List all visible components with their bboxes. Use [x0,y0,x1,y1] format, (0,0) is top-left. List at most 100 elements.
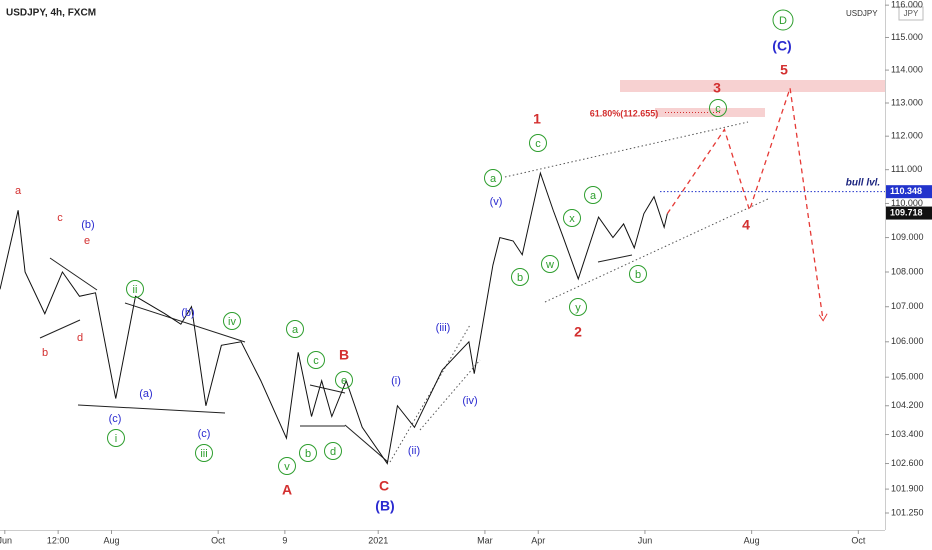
y-tick-label: 103.400 [891,429,924,439]
wave-label: b [305,448,311,460]
wave-circle [335,371,353,389]
wave-label: bull lvl. [846,178,880,189]
wave-label: 1 [533,111,541,127]
wave-label: (b) [181,307,194,319]
wave-circle [772,9,794,31]
wave-label: (a) [139,388,152,400]
wave-label: B [339,347,349,363]
price-label: 109.718 [890,207,923,217]
wave-circle [324,442,342,460]
y-tick-label: 110.000 [891,198,923,208]
wave-label: (iii) [436,322,451,334]
wave-label: c [715,103,721,115]
x-tick-label: Apr [531,535,545,545]
wave-circle [529,134,547,152]
wave-label: d [330,446,336,458]
wave-label: (C) [772,38,791,54]
wave-label: (c) [198,428,211,440]
y-tick-label: 114.000 [891,64,923,74]
wave-label: (iv) [462,395,477,407]
y-tick-label: 115.000 [891,32,923,42]
chart-title: USDJPY, 4h, FXCM [6,8,96,19]
y-tick-label: 116.000 [891,0,923,10]
wave-label: c [57,212,63,224]
x-tick-label: 9 [282,535,287,545]
wave-label: D [779,15,787,27]
wave-label: 5 [780,62,788,78]
x-tick-label: Aug [103,535,119,545]
target-zone [620,80,885,92]
x-tick-label: Jun [638,535,653,545]
wave-circle [195,444,213,462]
wave-label: e [341,375,347,387]
wave-circle [563,209,581,227]
price-box [886,206,932,220]
wave-label: (b) [81,219,94,231]
wave-label: b [517,272,523,284]
wave-label: x [569,213,575,225]
wave-label: w [545,259,554,271]
x-tick-label: Jun [0,535,12,545]
symbol-label: USDJPY [846,9,878,18]
price-box [886,185,932,199]
wave-circle [278,457,296,475]
wave-circle [511,268,529,286]
x-tick-label: Mar [477,535,493,545]
wave-label: ii [133,284,138,296]
wave-label: iii [200,448,207,460]
wave-label: c [313,355,319,367]
wave-label: c [535,138,541,150]
wave-label: 3 [713,80,721,96]
y-tick-label: 111.000 [891,164,922,174]
x-tick-label: Aug [744,535,760,545]
currency-label: JPY [904,9,919,18]
wave-label: i [115,433,117,445]
y-tick-label: 102.600 [891,458,924,468]
wave-label: (B) [375,498,394,514]
x-tick-label: 2021 [368,535,388,545]
wave-label: 2 [574,324,582,340]
wave-label: a [490,173,497,185]
arrow-head [818,313,828,322]
wave-circle [223,312,241,330]
wave-label: a [590,190,597,202]
wave-label: a [292,324,299,336]
y-tick-label: 104.200 [891,400,924,410]
wave-circle [584,186,602,204]
wave-label: b [635,269,641,281]
wave-label: A [282,482,292,498]
y-tick-label: 108.000 [891,266,924,276]
wave-circle [299,444,317,462]
currency-box [898,6,924,21]
x-tick-label: 12:00 [47,535,70,545]
wave-label: (i) [391,375,401,387]
wave-label: 4 [742,217,750,233]
wave-circle [126,280,144,298]
wave-circle [286,320,304,338]
wave-label: (c) [109,413,122,425]
wave-label: C [379,478,389,494]
wave-circle [629,265,647,283]
y-tick-label: 101.250 [891,507,924,517]
wave-label: y [575,302,581,314]
y-tick-label: 112.000 [891,131,923,141]
wave-label: (v) [490,196,503,208]
y-tick-label: 113.000 [891,97,923,107]
wave-circle [484,169,502,187]
wave-label: 61.80%(112.655) [590,108,659,118]
wave-label: a [15,185,22,197]
x-tick-label: Oct [211,535,226,545]
wave-label: e [84,235,90,247]
pattern-lines [39,254,633,463]
wave-circle [307,351,325,369]
wave-label: d [77,332,83,344]
y-tick-label: 106.000 [891,336,924,346]
wave-label: (ii) [408,445,420,457]
wave-label: b [42,347,48,359]
wave-circle [709,99,727,117]
price-line [666,87,824,321]
x-tick-label: Oct [851,535,866,545]
trendlines [389,121,771,463]
wave-circle [541,255,559,273]
